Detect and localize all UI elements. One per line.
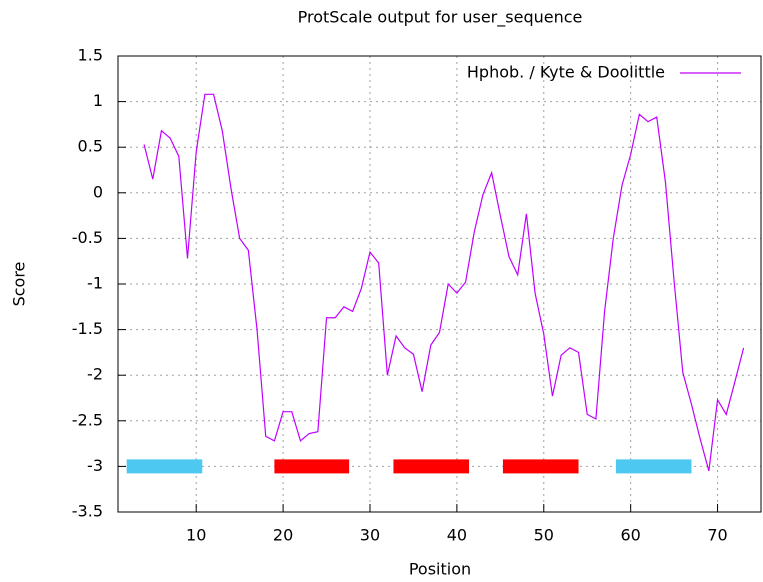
region-bar xyxy=(502,459,579,474)
x-tick-label: 10 xyxy=(186,526,206,545)
plot-frame xyxy=(117,55,762,513)
y-tick-label: -3 xyxy=(87,456,103,475)
region-bar xyxy=(126,459,203,474)
y-tick-label: 0 xyxy=(93,182,103,201)
x-axis-label: Position xyxy=(409,560,471,579)
y-tick-label: 1.5 xyxy=(78,46,103,65)
x-tick-label: 70 xyxy=(707,526,727,545)
x-tick-label: 20 xyxy=(273,526,293,545)
series-line xyxy=(143,93,745,472)
region-bar xyxy=(274,459,350,474)
x-tick-label: 30 xyxy=(360,526,380,545)
y-tick-label: -0.5 xyxy=(72,228,103,247)
y-axis-label: Score xyxy=(10,262,29,307)
legend-label: Hphob. / Kyte & Doolittle xyxy=(467,63,665,82)
y-tick-label: -2.5 xyxy=(72,410,103,429)
y-tick-label: 0.5 xyxy=(78,137,103,156)
x-tick-label: 50 xyxy=(534,526,554,545)
y-tick-label: -2 xyxy=(87,365,103,384)
x-tick-label: 40 xyxy=(447,526,467,545)
y-tick-label: 1 xyxy=(93,91,103,110)
chart-title: ProtScale output for user_sequence xyxy=(298,8,583,28)
y-tick-label: -1.5 xyxy=(72,319,103,338)
region-bar xyxy=(615,459,692,474)
y-tick-label: -3.5 xyxy=(72,502,103,521)
y-tick-label: -1 xyxy=(87,274,103,293)
region-bar xyxy=(393,459,470,474)
x-tick-label: 60 xyxy=(620,526,640,545)
